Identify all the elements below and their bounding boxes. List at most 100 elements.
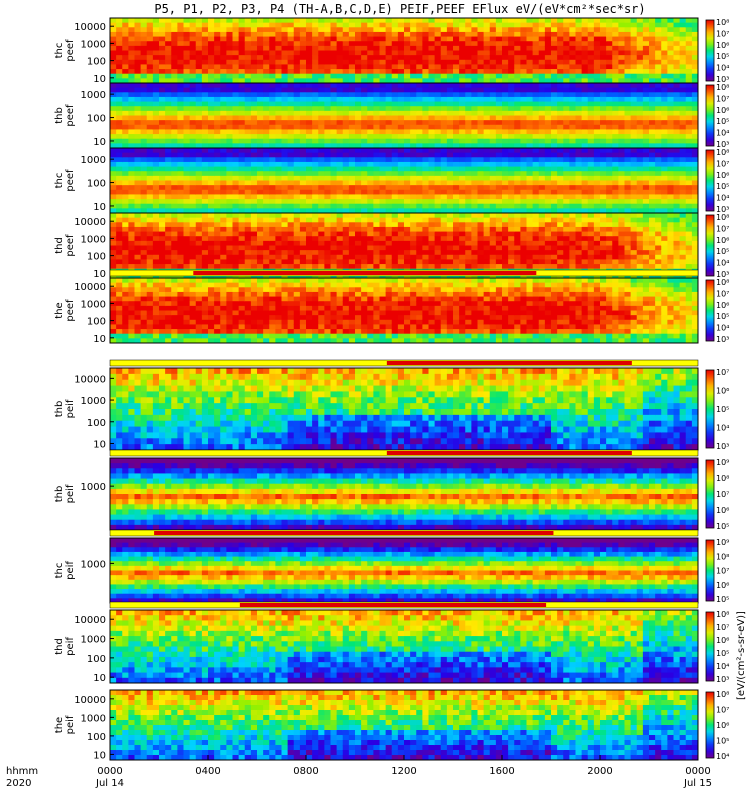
colorbar-tick-label: 10³ — [716, 675, 729, 684]
x-axis-label-hhmm: hhmm — [6, 766, 38, 777]
colorbar-tick-label: 10⁷ — [716, 567, 729, 576]
colorbar — [705, 691, 715, 759]
colorbar-tick-label: 10⁸ — [716, 148, 729, 157]
plot-title: P5, P1, P2, P3, P4 (TH-A,B,C,D,E) PEIF,P… — [154, 2, 645, 16]
spectrogram-image — [110, 538, 698, 603]
x-tick-label: 0000 — [685, 766, 710, 777]
panel-label: thc — [54, 173, 65, 189]
colorbar-tick-label: 10⁵ — [716, 182, 729, 191]
panel-label: the — [54, 302, 65, 318]
y-tick-label: 10 — [93, 440, 106, 451]
colorbar — [705, 611, 715, 682]
x-tick-label: 2000 — [587, 766, 612, 777]
flag-interval — [386, 451, 632, 455]
y-tick-label: 10000 — [74, 695, 106, 706]
panel-thc-peif: 1000 thc peif 10⁵ 10⁶ 10⁷ 10⁸ 10⁹ — [54, 529, 729, 604]
colorbar-tick-label: 10⁸ — [716, 552, 729, 561]
colorbar-tick-label: 10⁴ — [716, 64, 729, 73]
colorbar-tick-label: 10⁵ — [716, 247, 729, 256]
y-tick-label: 100 — [87, 732, 106, 743]
colorbar-tick-label: 10⁴ — [716, 662, 729, 671]
panel-frame — [109, 609, 699, 684]
colorbar-tick-label: 10⁷ — [716, 29, 729, 38]
spectrogram-image — [110, 690, 698, 760]
colorbar-tick-label: 10⁶ — [716, 106, 729, 115]
colorbar-tick-label: 10⁸ — [716, 213, 729, 222]
panel-thc-peef: 10 100 1000 10000 thc peef 10³ 10⁴ 10⁵ 10⁶ 10⁷ 10⁸ — [54, 17, 729, 85]
colorbar-tick-label: 10⁸ — [716, 83, 729, 92]
panel-thb-peif: 10 100 1000 10000 thb peif 10³ 10⁴ 10⁵ 10⁶ 10⁷ — [54, 359, 729, 451]
colorbar-tick-label: 10⁷ — [716, 159, 729, 168]
colorbar-tick-label: 10⁸ — [716, 690, 729, 699]
colorbar-tick-label: 10³ — [716, 205, 729, 214]
colorbar-tick-label: 10⁶ — [716, 581, 729, 590]
spectrogram-image — [110, 18, 698, 83]
x-tick-label: 1200 — [391, 766, 416, 777]
colorbar-tick-label: 10⁴ — [716, 259, 729, 268]
colorbar — [705, 459, 715, 529]
x-tick-label: 0800 — [293, 766, 318, 777]
y-tick-label: 10 — [93, 269, 106, 280]
spectrogram-image — [110, 458, 698, 530]
colorbar-tick-label: 10⁵ — [716, 737, 729, 746]
panel-label: the — [54, 717, 65, 733]
colorbar-tick-label: 10⁷ — [716, 289, 729, 298]
colorbar-tick-label: 10⁶ — [716, 41, 729, 50]
colorbar-tick-label: 10⁷ — [716, 706, 729, 715]
panel-frame — [109, 277, 699, 344]
panel-label: peef — [65, 299, 76, 322]
panel-thb-peef: 10 100 1000 thb peef 10³ 10⁴ 10⁵ 10⁶ 10⁷ 10⁸ — [54, 82, 729, 149]
colorbar-tick-label: 10⁷ — [716, 368, 729, 377]
y-tick-label: 100 — [87, 654, 106, 665]
y-tick-label: 10 — [93, 74, 106, 85]
colorbar — [705, 279, 715, 342]
panel-label: thd — [54, 237, 65, 254]
colorbar-tick-label: 10³ — [716, 335, 729, 344]
date-label-start: Jul 14 — [95, 778, 124, 789]
x-tick-label: 0400 — [195, 766, 220, 777]
panel-label: thc — [54, 563, 65, 579]
y-tick-label: 10 — [93, 673, 106, 684]
flag-interval — [193, 271, 537, 275]
panel-label: peef — [65, 39, 76, 62]
y-tick-label: 1000 — [81, 559, 106, 570]
colorbar-tick-label: 10⁸ — [716, 610, 729, 619]
colorbar-tick-label: 10⁶ — [716, 301, 729, 310]
y-tick-label: 10000 — [74, 217, 106, 228]
panel-label: peif — [65, 484, 76, 503]
x-tick-label: 1600 — [489, 766, 514, 777]
colorbar-tick-label: 10⁵ — [716, 405, 729, 414]
y-tick-label: 100 — [87, 57, 106, 68]
spectrogram-image — [110, 213, 698, 278]
colorbar-tick-label: 10⁶ — [716, 171, 729, 180]
colorbar-tick-label: 10⁹ — [716, 538, 729, 547]
y-tick-label: 1000 — [81, 234, 106, 245]
y-tick-label: 10000 — [74, 615, 106, 626]
panel-the-peef: 10 100 1000 10000 the peef 10³ 10⁴ 10⁵ 10⁶ 10⁷ 10⁸ — [54, 269, 729, 345]
colorbar — [705, 214, 715, 277]
colorbar-tick-label: 10⁵ — [716, 52, 729, 61]
colorbar — [705, 369, 715, 449]
colorbar-tick-label: 10⁴ — [716, 324, 729, 333]
colorbar — [705, 19, 715, 82]
colorbar-tick-label: 10⁷ — [716, 94, 729, 103]
panel-label: peef — [65, 104, 76, 127]
panel-thc-peef: 10 100 1000 thc peef 10³ 10⁴ 10⁵ 10⁶ 10⁷ 10⁸ — [54, 147, 729, 214]
colorbar — [705, 539, 715, 602]
y-tick-label: 1000 — [81, 396, 106, 407]
y-tick-label: 1000 — [81, 155, 106, 166]
spectrogram-image — [110, 278, 698, 343]
colorbar-tick-label: 10⁴ — [716, 424, 729, 433]
colorbar-tick-label: 10⁸ — [716, 18, 729, 27]
y-tick-label: 1000 — [81, 90, 106, 101]
panel-label: peef — [65, 169, 76, 192]
colorbar-tick-label: 10⁷ — [716, 490, 729, 499]
y-tick-label: 10 — [93, 137, 106, 148]
colorbar-tick-label: 10⁵ — [716, 595, 729, 604]
panel-label: thb — [54, 486, 65, 503]
y-tick-label: 100 — [87, 252, 106, 263]
colorbar-tick-label: 10⁶ — [716, 236, 729, 245]
